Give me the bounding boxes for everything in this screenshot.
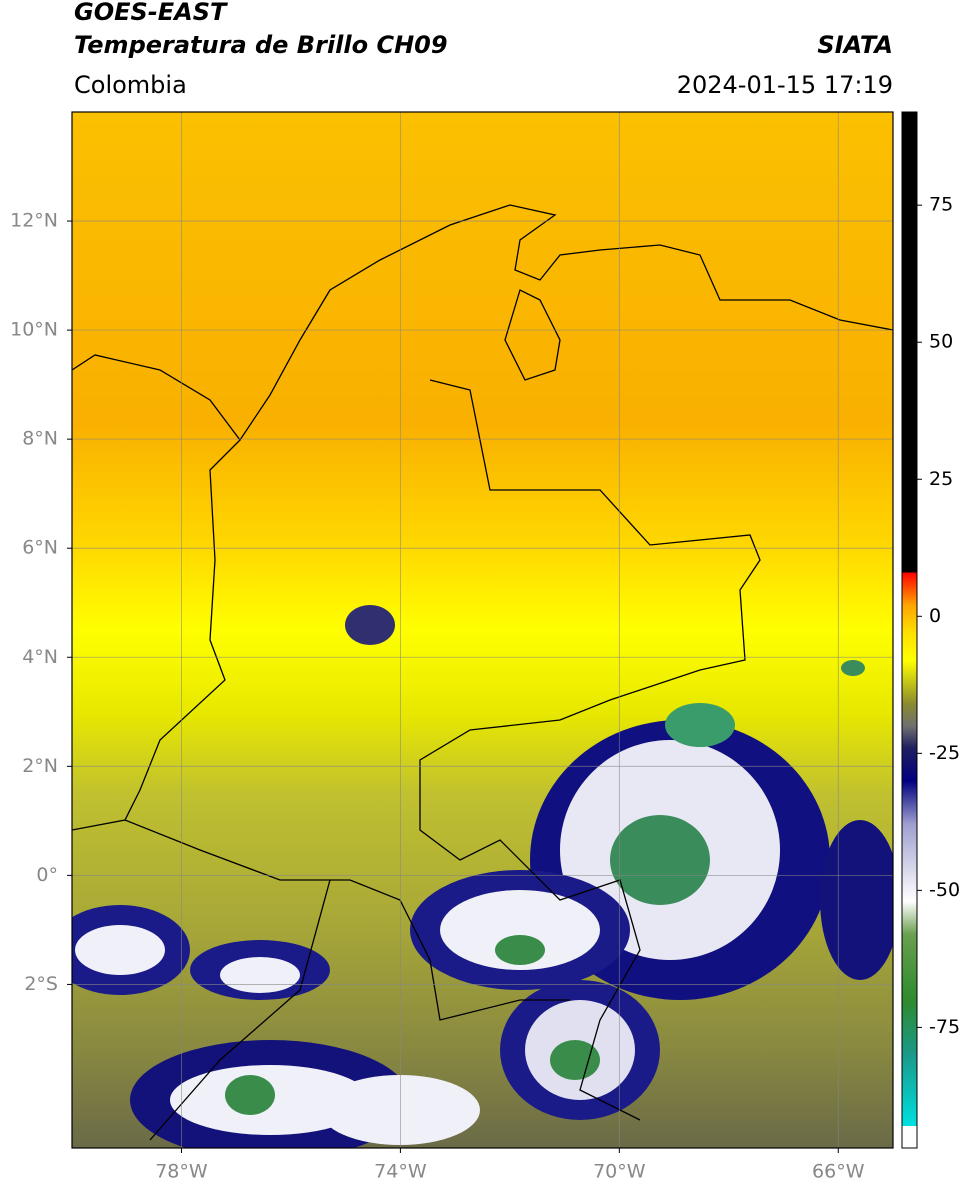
- colorbar-tick-label: -50: [929, 879, 960, 901]
- colorbar-tick-label: 75: [929, 194, 953, 216]
- grid: [72, 112, 893, 1148]
- product: Temperatura de Brillo CH09: [74, 31, 448, 59]
- y-tick-label: 8°N: [22, 428, 58, 450]
- y-tick-label: 6°N: [22, 537, 58, 559]
- imagery: [72, 112, 893, 1148]
- y-tick-label: 10°N: [10, 319, 58, 341]
- x-tick-label: 78°W: [155, 1161, 208, 1183]
- y-tick-label: 4°N: [22, 646, 58, 668]
- colorbar-tick-label: 50: [929, 331, 953, 353]
- y-tick-label: 12°N: [10, 210, 58, 232]
- x-tick-label: 74°W: [374, 1161, 427, 1183]
- colorbar: [901, 111, 918, 1149]
- timestamp: 2024-01-15 17:19: [677, 71, 893, 99]
- background: [72, 112, 893, 1148]
- map-frame: [71, 111, 894, 1149]
- source: SIATA: [817, 31, 893, 59]
- satellite: GOES-EAST: [74, 0, 228, 26]
- x-tick-label: 70°W: [593, 1161, 646, 1183]
- y-tick-label: 0°: [36, 864, 58, 886]
- y-tick-label: 2°N: [22, 755, 58, 777]
- x-tick-label: 66°W: [812, 1161, 865, 1183]
- colorbar-tick-label: 0: [929, 605, 941, 627]
- region: Colombia: [74, 71, 187, 99]
- colorbar-tick-label: 25: [929, 468, 953, 490]
- colorbar-tick-label: -75: [929, 1016, 960, 1038]
- colorbar-tick-label: -25: [929, 742, 960, 764]
- y-tick-label: 2°S: [24, 973, 58, 995]
